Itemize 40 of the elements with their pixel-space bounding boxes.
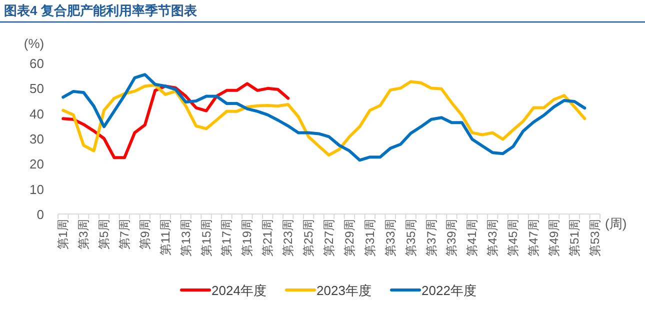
x-tick-label: 第43周: [486, 219, 500, 256]
x-tick-label: 第13周: [178, 219, 193, 256]
x-tick-label: 第3周: [76, 219, 91, 250]
x-tick-label: 第41周: [465, 219, 480, 256]
x-tick-label: 第45周: [506, 219, 520, 256]
x-tick-label: 第19周: [240, 219, 254, 256]
x-tick-label: 第1周: [56, 219, 70, 250]
x-tick-label: 第51周: [567, 219, 582, 256]
x-tick-label: 第39周: [444, 219, 459, 256]
x-tick-label: 第11周: [158, 219, 172, 256]
x-tick-label: 第29周: [342, 219, 356, 256]
x-tick-label: 第53周: [588, 219, 602, 256]
legend-label: 2022年度: [422, 283, 476, 298]
x-tick-label: 第27周: [322, 219, 336, 256]
y-tick-label: 10: [30, 182, 44, 197]
y-tick-label: 20: [30, 156, 44, 172]
x-tick-label: 第49周: [546, 219, 561, 256]
legend-label: 2024年度: [212, 283, 266, 298]
y-axis-title: (%): [24, 36, 44, 51]
x-tick-label: 第17周: [220, 219, 234, 256]
x-tick-label: 第21周: [260, 219, 275, 256]
x-tick-label: 第31周: [362, 219, 377, 256]
x-tick-label: 第7周: [117, 219, 132, 250]
x-axis-title: (周): [605, 216, 627, 231]
y-tick-label: 60: [30, 56, 44, 71]
y-tick-label: 40: [30, 106, 44, 122]
y-tick-label: 0: [36, 207, 44, 222]
x-tick-label: 第15周: [199, 219, 214, 256]
y-tick-label: 30: [30, 132, 44, 146]
x-tick-label: 第35周: [404, 219, 418, 256]
x-tick-label: 第37周: [424, 219, 438, 256]
x-tick-label: 第47周: [526, 219, 541, 256]
x-tick-label: 第5周: [97, 219, 112, 250]
legend-label: 2023年度: [316, 283, 372, 298]
y-tick-label: 50: [30, 81, 44, 96]
x-tick-label: 第9周: [138, 219, 152, 250]
x-tick-label: 第23周: [281, 219, 296, 256]
chart-title: 图表4 复合肥产能利用率季节图表: [4, 3, 198, 18]
x-tick-label: 第33周: [383, 219, 398, 256]
x-tick-label: 第25周: [302, 219, 316, 256]
